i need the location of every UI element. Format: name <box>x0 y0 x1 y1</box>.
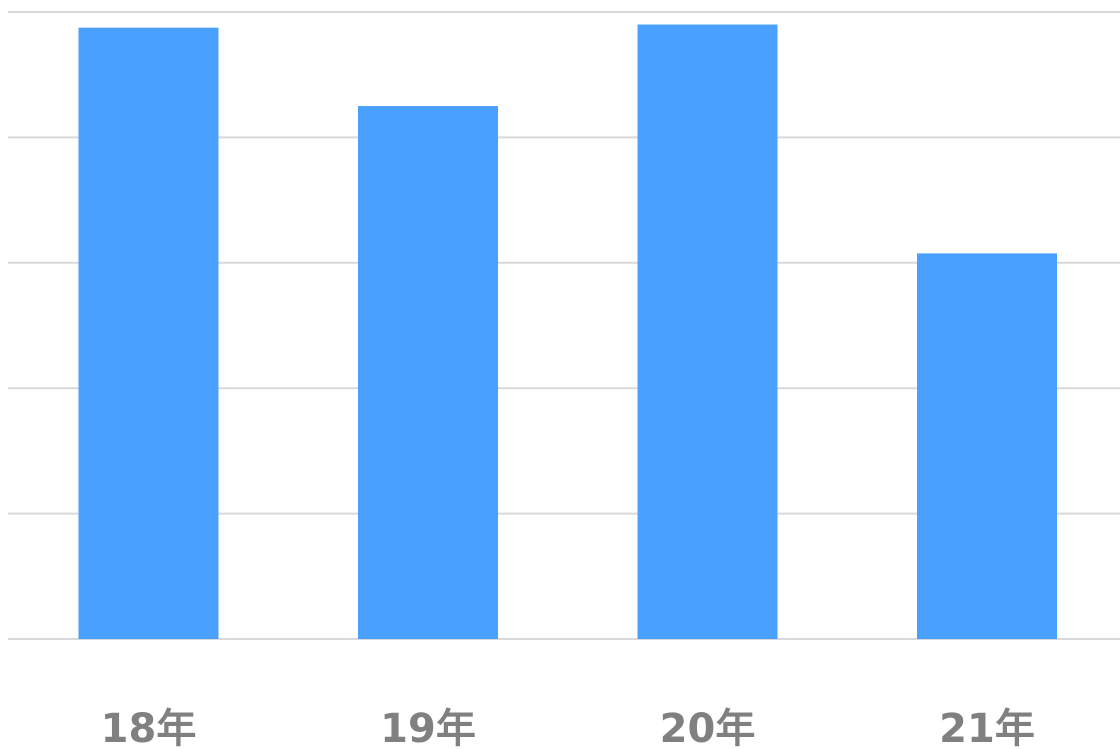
x-tick-label: 19年 <box>380 706 476 749</box>
bar-21年 <box>917 253 1057 639</box>
x-tick-label: 21年 <box>939 706 1035 749</box>
bar-20年 <box>637 24 778 640</box>
x-tick-label: 18年 <box>101 706 197 749</box>
bars <box>78 24 1057 640</box>
bar-19年 <box>358 106 498 640</box>
bar-18年 <box>78 27 219 640</box>
x-tick-label: 20年 <box>660 706 756 749</box>
category-labels: 18年 19年 20年 21年 <box>101 706 1035 749</box>
